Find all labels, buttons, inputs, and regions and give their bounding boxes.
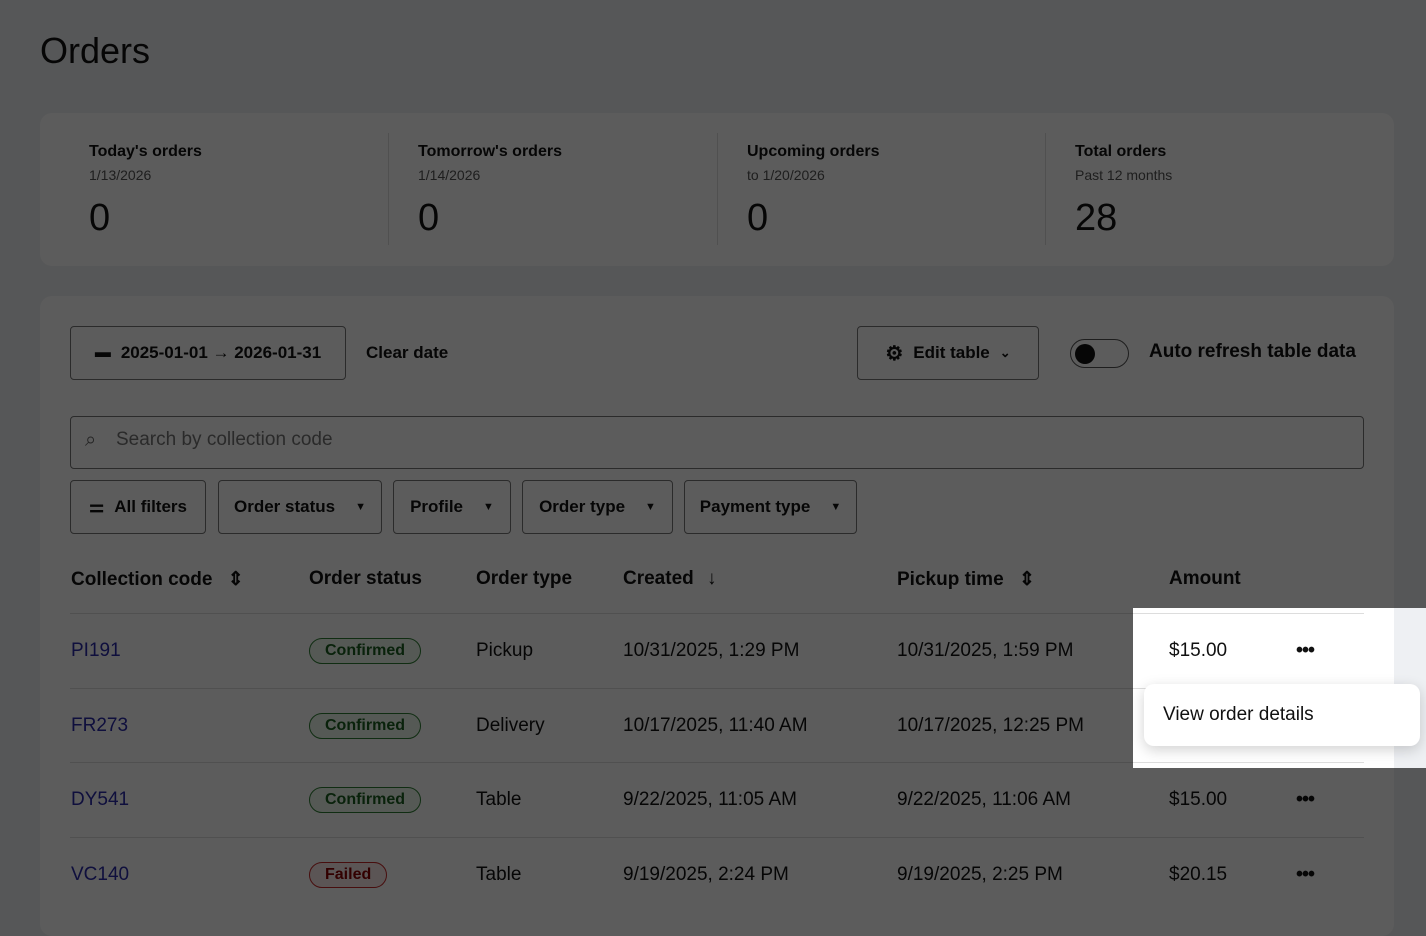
- col-pickup-time[interactable]: Pickup time ⇕: [897, 568, 1035, 591]
- status-badge: Failed: [309, 861, 388, 888]
- created-time: 9/22/2025, 11:05 AM: [623, 789, 797, 810]
- all-filters-label: All filters: [114, 497, 187, 516]
- stat-upcoming: Upcoming orders to 1/20/2026 0: [717, 133, 1046, 245]
- orders-card: [40, 296, 1394, 936]
- toggle-knob: [1075, 344, 1095, 364]
- status-badge: Confirmed: [309, 712, 421, 739]
- menu-item-view-order-details[interactable]: View order details: [1163, 704, 1314, 725]
- header-label: Created: [623, 568, 694, 589]
- date-range-label: 2025-01-01 → 2026-01-31: [120, 343, 322, 362]
- stat-sub: Past 12 months: [1075, 167, 1173, 183]
- col-created[interactable]: Created ↓: [623, 568, 717, 590]
- table-row: DY541 Confirmed Table 9/22/2025, 11:05 A…: [70, 762, 1364, 837]
- order-type: Delivery: [476, 714, 545, 736]
- auto-refresh-toggle[interactable]: [1070, 339, 1129, 368]
- stat-title: Total orders: [1075, 143, 1167, 160]
- created-time: 10/17/2025, 11:40 AM: [623, 714, 808, 736]
- stat-tomorrow: Tomorrow's orders 1/14/2026 0: [388, 133, 717, 245]
- sliders-icon: ⚌: [89, 497, 105, 516]
- edit-table-button[interactable]: ⚙ Edit table ⌄: [857, 326, 1039, 380]
- order-type: Table: [476, 863, 522, 885]
- col-collection-code[interactable]: Collection code ⇕: [71, 568, 244, 591]
- caret-down-icon: ▼: [483, 501, 494, 513]
- stat-sub: to 1/20/2026: [747, 167, 825, 183]
- collection-code-link[interactable]: FR273: [71, 714, 129, 736]
- collection-code-link[interactable]: VC140: [71, 863, 130, 885]
- more-actions-icon[interactable]: •••: [1296, 639, 1315, 662]
- amount: $20.15: [1169, 863, 1228, 885]
- stat-sub: 1/14/2026: [418, 167, 481, 183]
- created-time: 10/31/2025, 1:29 PM: [623, 640, 800, 661]
- table-row: VC140 Failed Table 9/19/2025, 2:24 PM 9/…: [70, 836, 1364, 912]
- amount: $15.00: [1169, 789, 1228, 810]
- amount: $15.00: [1169, 640, 1228, 661]
- caret-down-icon: ▼: [830, 501, 842, 513]
- stat-value: 0: [747, 197, 769, 239]
- sort-icon: ⇕: [227, 569, 244, 590]
- order-type: Table: [476, 789, 522, 810]
- table-row: PI191 Confirmed Pickup 10/31/2025, 1:29 …: [70, 613, 1364, 688]
- stat-total: Total orders Past 12 months 28: [1045, 133, 1374, 245]
- page-title: Orders: [40, 30, 151, 71]
- order-type: Pickup: [476, 640, 534, 661]
- more-actions-icon[interactable]: •••: [1296, 863, 1315, 885]
- profile-filter[interactable]: Profile ▼: [393, 480, 511, 534]
- header-label: Pickup time: [897, 569, 1004, 590]
- caret-down-icon: ▼: [355, 501, 366, 513]
- caret-down-icon: ▼: [645, 501, 656, 513]
- pickup-time: 9/22/2025, 11:06 AM: [897, 789, 1071, 810]
- order-status-filter[interactable]: Order status ▼: [218, 480, 382, 534]
- created-time: 9/19/2025, 2:24 PM: [623, 863, 789, 885]
- stat-value: 0: [418, 197, 440, 239]
- date-range-button[interactable]: ▬ 2025-01-01 → 2026-01-31: [70, 326, 346, 380]
- pickup-time: 10/31/2025, 1:59 PM: [897, 640, 1074, 661]
- table-row: FR273 Confirmed Delivery 10/17/2025, 11:…: [70, 687, 1364, 763]
- stat-value: 0: [89, 197, 111, 239]
- sort-icon: ⇕: [1018, 569, 1035, 590]
- calendar-icon: ▬: [94, 344, 111, 361]
- pickup-time: 10/17/2025, 12:25 PM: [897, 714, 1084, 736]
- chevron-down-icon: ⌄: [999, 345, 1011, 360]
- stat-title: Today's orders: [89, 143, 202, 160]
- status-badge: Confirmed: [309, 638, 421, 664]
- order-type-filter[interactable]: Order type ▼: [522, 480, 673, 534]
- filter-label: Payment type: [699, 497, 811, 516]
- payment-type-filter[interactable]: Payment type ▼: [684, 480, 857, 534]
- more-actions-icon[interactable]: •••: [1296, 788, 1315, 811]
- collection-code-link[interactable]: PI191: [71, 640, 121, 661]
- search-icon: ⌕: [85, 429, 97, 451]
- all-filters-button[interactable]: ⚌ All filters: [70, 480, 206, 534]
- stat-value: 28: [1075, 197, 1118, 239]
- collection-code-link[interactable]: DY541: [71, 789, 130, 810]
- auto-refresh-label: Auto refresh table data: [1149, 341, 1356, 362]
- stat-today: Today's orders 1/13/2026 0: [40, 113, 369, 265]
- clear-date-button[interactable]: Clear date: [366, 343, 449, 362]
- stats-card: Today's orders 1/13/2026 0 Tomorrow's orde…: [40, 113, 1394, 266]
- stat-title: Upcoming orders: [747, 143, 880, 160]
- row-action-menu: View order details: [1144, 684, 1420, 746]
- edit-table-label: Edit table: [913, 343, 990, 362]
- search-field[interactable]: ⌕: [70, 416, 1364, 469]
- stat-sub: 1/13/2026: [89, 167, 152, 183]
- filter-label: Profile: [410, 497, 463, 516]
- filter-label: Order type: [539, 497, 626, 516]
- gear-icon: ⚙: [885, 342, 904, 365]
- header-label: Collection code: [71, 569, 213, 590]
- search-input[interactable]: [116, 429, 1316, 451]
- stat-title: Tomorrow's orders: [418, 143, 562, 160]
- status-badge: Confirmed: [309, 787, 421, 813]
- pickup-time: 9/19/2025, 2:25 PM: [897, 863, 1063, 885]
- filter-label: Order status: [234, 497, 336, 516]
- col-order-status: Order status: [309, 568, 422, 589]
- col-amount: Amount: [1169, 568, 1241, 589]
- arrow-down-icon: ↓: [707, 568, 717, 589]
- col-order-type: Order type: [476, 568, 573, 589]
